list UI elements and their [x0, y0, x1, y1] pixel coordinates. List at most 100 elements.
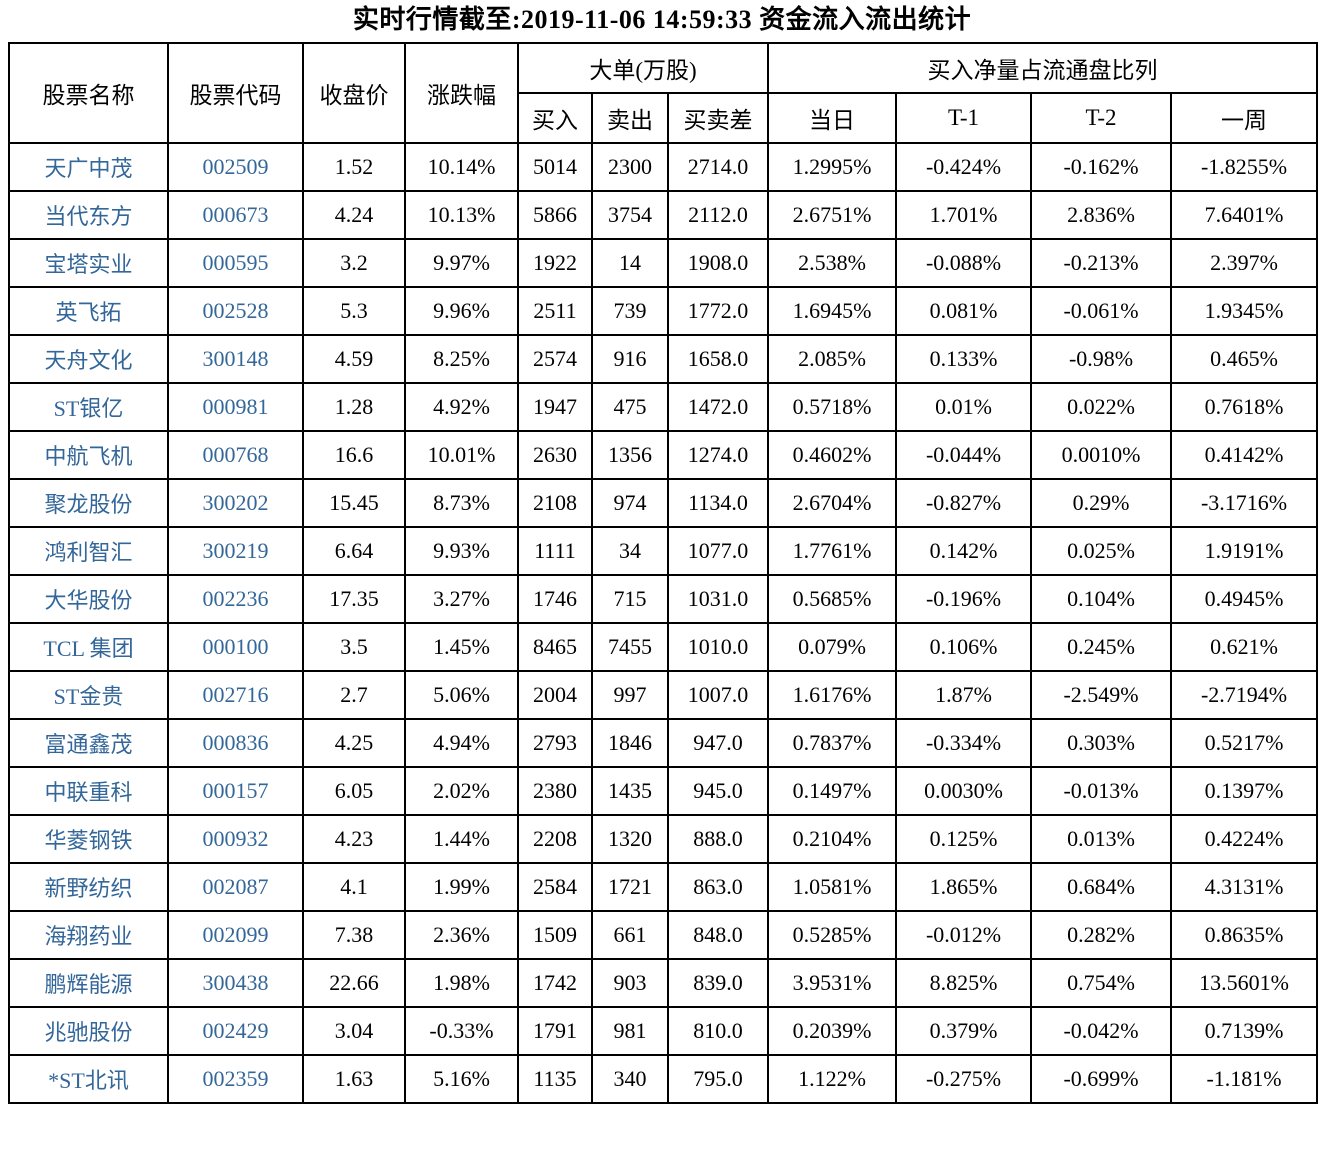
table-row: 新野纺织 002087 4.1 1.99% 2584 1721 863.0 1.…: [8, 862, 1319, 912]
buy-volume-cell: 2380: [517, 766, 593, 816]
net-buy-week-cell: 1.9191%: [1170, 526, 1319, 576]
buy-sell-diff-cell: 1077.0: [666, 526, 770, 576]
net-buy-t2-cell: 0.022%: [1030, 382, 1173, 432]
net-buy-t2-cell: 0.245%: [1030, 622, 1173, 672]
net-buy-week-cell: 0.8635%: [1170, 910, 1319, 960]
sell-volume-cell: 2300: [591, 142, 669, 192]
net-buy-today-cell: 1.6945%: [767, 286, 898, 336]
group-header-row: 股票名称 股票代码 收盘价 涨跌幅 大单(万股) 买入净量占流通盘比列: [8, 42, 1319, 144]
buy-sell-diff-cell: 1472.0: [666, 382, 770, 432]
stock-name-cell: 中航飞机: [8, 430, 169, 480]
net-buy-week-cell: 0.7618%: [1170, 382, 1319, 432]
group-header-big-order: 大单(万股): [516, 42, 770, 94]
table-row: 兆驰股份 002429 3.04 -0.33% 1791 981 810.0 0…: [8, 1006, 1319, 1056]
net-buy-week-cell: -1.181%: [1170, 1054, 1319, 1104]
close-price-cell: 4.59: [302, 334, 406, 384]
change-percent-cell: 10.01%: [404, 430, 519, 480]
buy-volume-cell: 2511: [517, 286, 593, 336]
net-buy-t1-cell: -0.088%: [895, 238, 1033, 288]
net-buy-t2-cell: 0.29%: [1030, 478, 1173, 528]
net-buy-week-cell: 1.9345%: [1170, 286, 1319, 336]
net-buy-t1-cell: 0.142%: [895, 526, 1033, 576]
sell-volume-cell: 3754: [591, 190, 669, 240]
stock-name-cell: 华菱钢铁: [8, 814, 169, 864]
stock-name-cell: 聚龙股份: [8, 478, 169, 528]
stock-code-cell: 002359: [167, 1054, 304, 1104]
change-percent-cell: 1.44%: [404, 814, 519, 864]
column-header-stock-code: 股票代码: [167, 42, 304, 144]
net-buy-t1-cell: -0.012%: [895, 910, 1033, 960]
column-header-buy: 买入: [517, 92, 593, 144]
table-row: 宝塔实业 000595 3.2 9.97% 1922 14 1908.0 2.5…: [8, 238, 1319, 288]
net-buy-week-cell: -2.7194%: [1170, 670, 1319, 720]
close-price-cell: 22.66: [302, 958, 406, 1008]
stock-code-cell: 000981: [167, 382, 304, 432]
sell-volume-cell: 7455: [591, 622, 669, 672]
table-row: 聚龙股份 300202 15.45 8.73% 2108 974 1134.0 …: [8, 478, 1319, 528]
net-buy-week-cell: 0.7139%: [1170, 1006, 1319, 1056]
net-buy-week-cell: 2.397%: [1170, 238, 1319, 288]
table-row: 富通鑫茂 000836 4.25 4.94% 2793 1846 947.0 0…: [8, 718, 1319, 768]
table-row: TCL 集团 000100 3.5 1.45% 8465 7455 1010.0…: [8, 622, 1319, 672]
change-percent-cell: 4.94%: [404, 718, 519, 768]
change-percent-cell: 8.73%: [404, 478, 519, 528]
table-row: 英飞拓 002528 5.3 9.96% 2511 739 1772.0 1.6…: [8, 286, 1319, 336]
buy-sell-diff-cell: 1908.0: [666, 238, 770, 288]
sell-volume-cell: 903: [591, 958, 669, 1008]
change-percent-cell: 1.99%: [404, 862, 519, 912]
net-buy-today-cell: 2.6751%: [767, 190, 898, 240]
net-buy-t2-cell: 0.104%: [1030, 574, 1173, 624]
stock-code-cell: 000595: [167, 238, 304, 288]
net-buy-today-cell: 0.4602%: [767, 430, 898, 480]
net-buy-t1-cell: 0.0030%: [895, 766, 1033, 816]
stock-code-cell: 300202: [167, 478, 304, 528]
change-percent-cell: 5.16%: [404, 1054, 519, 1104]
sell-volume-cell: 1846: [591, 718, 669, 768]
stock-code-cell: 002429: [167, 1006, 304, 1056]
net-buy-t2-cell: -2.549%: [1030, 670, 1173, 720]
buy-sell-diff-cell: 888.0: [666, 814, 770, 864]
change-percent-cell: 5.06%: [404, 670, 519, 720]
buy-volume-cell: 5866: [517, 190, 593, 240]
buy-sell-diff-cell: 947.0: [666, 718, 770, 768]
table-row: *ST北讯 002359 1.63 5.16% 1135 340 795.0 1…: [8, 1054, 1319, 1104]
net-buy-t1-cell: 0.133%: [895, 334, 1033, 384]
buy-volume-cell: 2584: [517, 862, 593, 912]
net-buy-t1-cell: 1.865%: [895, 862, 1033, 912]
stock-code-cell: 000157: [167, 766, 304, 816]
buy-sell-diff-cell: 1031.0: [666, 574, 770, 624]
net-buy-week-cell: 0.465%: [1170, 334, 1319, 384]
buy-sell-diff-cell: 1274.0: [666, 430, 770, 480]
net-buy-t1-cell: 0.125%: [895, 814, 1033, 864]
sell-volume-cell: 14: [591, 238, 669, 288]
sell-volume-cell: 974: [591, 478, 669, 528]
stock-code-cell: 000673: [167, 190, 304, 240]
close-price-cell: 4.23: [302, 814, 406, 864]
buy-volume-cell: 8465: [517, 622, 593, 672]
net-buy-t1-cell: -0.334%: [895, 718, 1033, 768]
change-percent-cell: 2.02%: [404, 766, 519, 816]
net-buy-t1-cell: -0.275%: [895, 1054, 1033, 1104]
stock-code-cell: 002087: [167, 862, 304, 912]
change-percent-cell: 4.92%: [404, 382, 519, 432]
stock-name-cell: 大华股份: [8, 574, 169, 624]
stock-code-cell: 002099: [167, 910, 304, 960]
close-price-cell: 1.28: [302, 382, 406, 432]
net-buy-today-cell: 1.7761%: [767, 526, 898, 576]
net-buy-t2-cell: -0.162%: [1030, 142, 1173, 192]
net-buy-week-cell: 0.4142%: [1170, 430, 1319, 480]
stock-name-cell: *ST北讯: [8, 1054, 169, 1104]
buy-volume-cell: 1947: [517, 382, 593, 432]
column-header-sell: 卖出: [591, 92, 669, 144]
change-percent-cell: 1.98%: [404, 958, 519, 1008]
net-buy-week-cell: -1.8255%: [1170, 142, 1319, 192]
buy-volume-cell: 1791: [517, 1006, 593, 1056]
net-buy-t1-cell: -0.044%: [895, 430, 1033, 480]
net-buy-t2-cell: 2.836%: [1030, 190, 1173, 240]
net-buy-t1-cell: 0.081%: [895, 286, 1033, 336]
net-buy-week-cell: 0.4945%: [1170, 574, 1319, 624]
table-row: 当代东方 000673 4.24 10.13% 5866 3754 2112.0…: [8, 190, 1319, 240]
net-buy-today-cell: 1.0581%: [767, 862, 898, 912]
change-percent-cell: 1.45%: [404, 622, 519, 672]
stock-code-cell: 000100: [167, 622, 304, 672]
